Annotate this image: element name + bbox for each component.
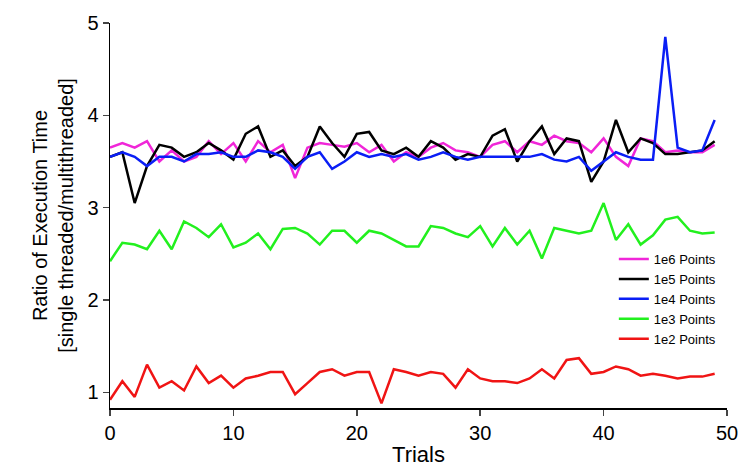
svg-text:1e6 Points: 1e6 Points bbox=[654, 252, 716, 267]
svg-text:30: 30 bbox=[469, 422, 491, 444]
svg-text:5: 5 bbox=[87, 12, 98, 34]
svg-text:2: 2 bbox=[87, 289, 98, 311]
svg-text:4: 4 bbox=[87, 104, 98, 126]
svg-text:1e5 Points: 1e5 Points bbox=[654, 272, 716, 287]
svg-text:1e2 Points: 1e2 Points bbox=[654, 332, 716, 347]
svg-text:20: 20 bbox=[346, 422, 368, 444]
svg-text:Trials: Trials bbox=[392, 442, 445, 467]
svg-text:1e3 Points: 1e3 Points bbox=[654, 312, 716, 327]
svg-text:10: 10 bbox=[222, 422, 244, 444]
svg-text:0: 0 bbox=[104, 422, 115, 444]
svg-text:Ratio of Execution Time[single: Ratio of Execution Time[single threaded/… bbox=[29, 78, 77, 353]
svg-text:1: 1 bbox=[87, 381, 98, 403]
svg-text:1e4 Points: 1e4 Points bbox=[654, 292, 716, 307]
svg-text:40: 40 bbox=[592, 422, 614, 444]
svg-text:50: 50 bbox=[716, 422, 738, 444]
svg-text:3: 3 bbox=[87, 197, 98, 219]
